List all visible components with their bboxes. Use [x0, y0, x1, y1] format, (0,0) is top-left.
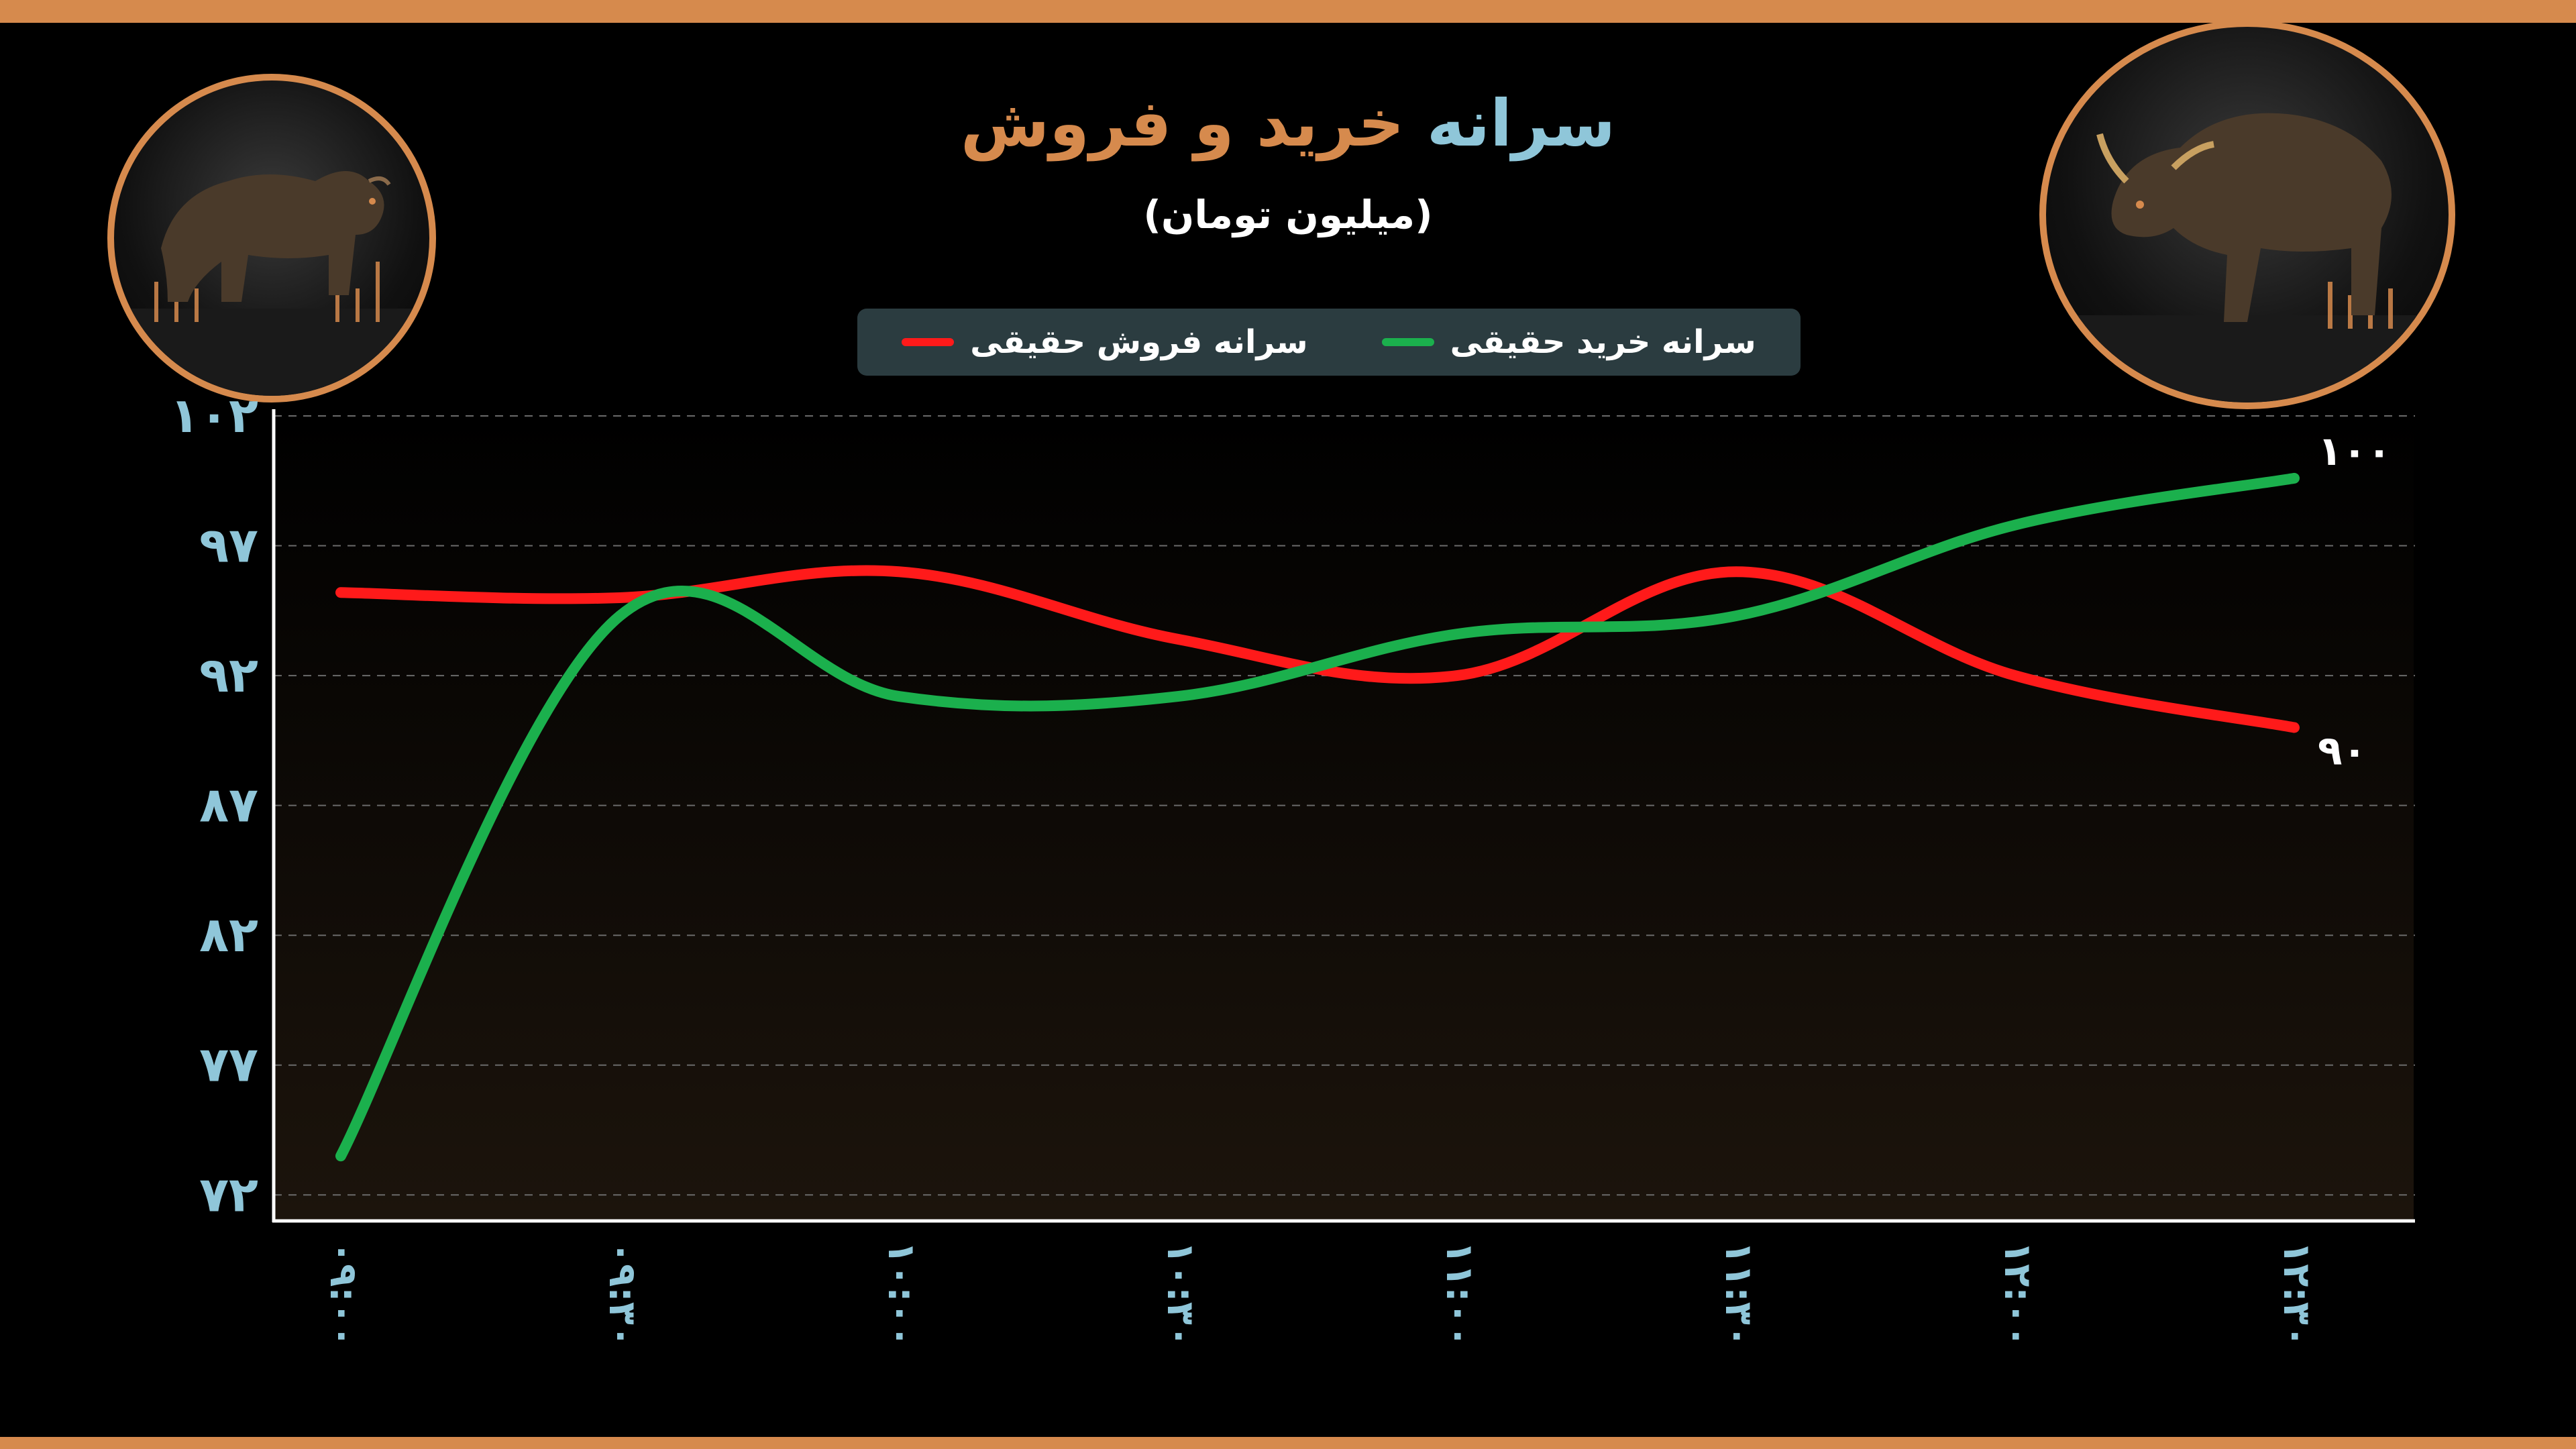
end-value-label: ۹۰ [2318, 728, 2367, 775]
plot-area [274, 416, 2414, 1221]
legend-item-sell: سرانه فروش حقیقی [902, 323, 1308, 361]
legend-swatch-buy [1381, 338, 1434, 346]
legend-item-buy: سرانه خرید حقیقی [1381, 323, 1756, 361]
x-tick-label: ۰۹:۰۰ [321, 1241, 365, 1348]
x-tick-label: ۱۰:۳۰ [1159, 1241, 1202, 1348]
chart-subtitle: (میلیون تومان) [1143, 192, 1433, 237]
title-part-2: خرید و فروش [960, 86, 1405, 161]
x-tick-label: ۱۲:۳۰ [2275, 1241, 2318, 1348]
x-tick-label: ۱۱:۳۰ [1717, 1241, 1760, 1348]
x-tick-label: ۰۹:۳۰ [600, 1241, 644, 1348]
bull-icon [2039, 20, 2455, 409]
legend-swatch-sell [902, 338, 955, 346]
x-tick-label: ۱۲:۰۰ [1996, 1241, 2039, 1348]
bear-icon [107, 74, 436, 402]
bottom-accent-bar [0, 1437, 2576, 1449]
legend-label-buy: سرانه خرید حقیقی [1450, 323, 1756, 361]
top-accent-bar [0, 0, 2576, 23]
chart-legend: سرانه فروش حقیقی سرانه خرید حقیقی [857, 309, 1801, 376]
title-part-1: سرانه [1426, 86, 1616, 161]
y-tick-label: ۱۰۲ [170, 387, 258, 443]
legend-label-sell: سرانه فروش حقیقی [970, 323, 1308, 361]
y-tick-label: ۸۷ [199, 777, 258, 833]
chart-title: سرانه خرید و فروش [0, 86, 2576, 161]
y-tick-label: ۸۲ [199, 906, 258, 963]
y-tick-label: ۹۷ [199, 517, 258, 574]
x-tick-label: ۱۱:۰۰ [1438, 1241, 1481, 1348]
series-line-buy [335, 472, 2300, 1162]
end-value-label: ۱۰۰ [2318, 428, 2392, 475]
x-tick-label: ۱۰:۰۰ [879, 1241, 923, 1348]
y-tick-label: ۹۲ [199, 647, 258, 703]
y-tick-label: ۷۲ [199, 1166, 258, 1222]
y-tick-label: ۷۷ [199, 1036, 258, 1093]
